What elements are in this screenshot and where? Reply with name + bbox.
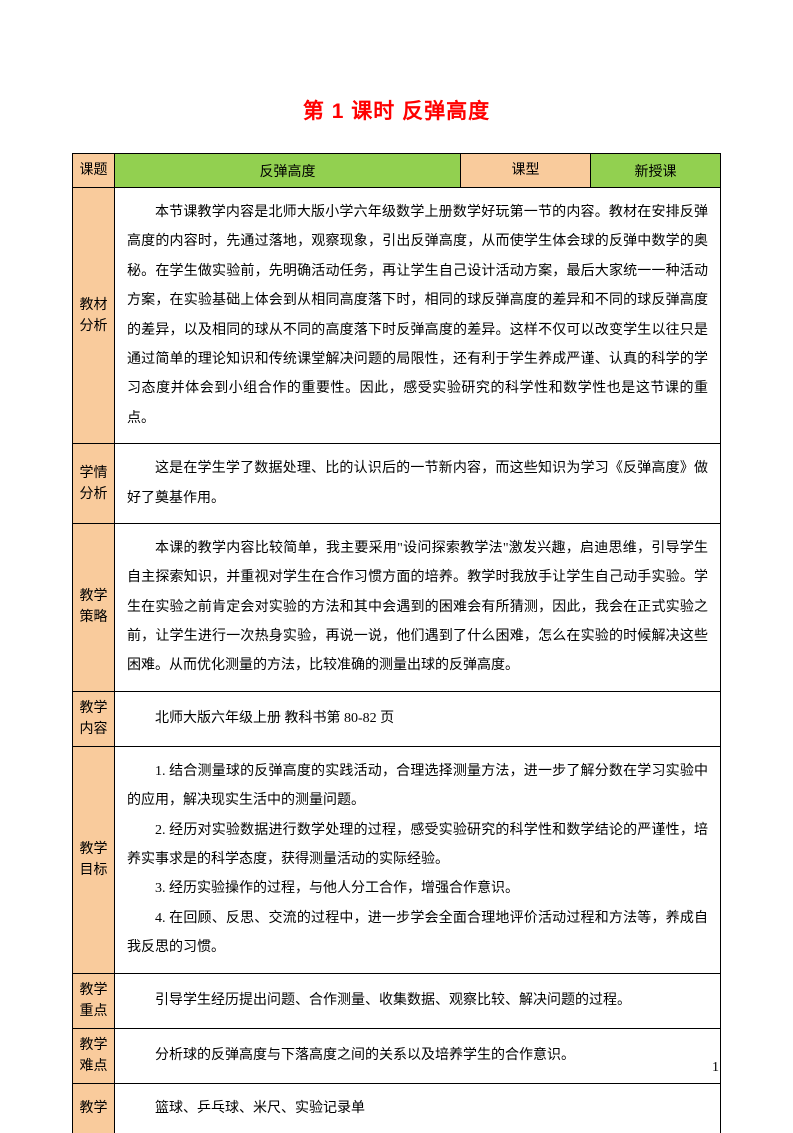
content-text: 分析球的反弹高度与下落高度之间的关系以及培养学生的合作意识。 bbox=[127, 1041, 708, 1070]
list-item: 4. 在回顾、反思、交流的过程中，进一步学会全面合理地评价活动过程和方法等，养成… bbox=[127, 904, 708, 963]
row-content: 引导学生经历提出问题、合作测量、收集数据、观察比较、解决问题的过程。 bbox=[115, 973, 721, 1028]
row-content: 本节课教学内容是北师大版小学六年级数学上册数学好玩第一节的内容。教材在安排反弹高… bbox=[115, 188, 721, 444]
header-topic-label: 课题 bbox=[73, 154, 115, 188]
table-row: 教学策略 本课的教学内容比较简单，我主要采用"设问探索教学法"激发兴趣，启迪思维… bbox=[73, 523, 721, 691]
header-row: 课题 反弹高度 课型 新授课 bbox=[73, 154, 721, 188]
list-item: 2. 经历对实验数据进行数学处理的过程，感受实验研究的科学性和数学结论的严谨性，… bbox=[127, 816, 708, 875]
row-label: 学情分析 bbox=[73, 444, 115, 524]
table-row: 教学目标 1. 结合测量球的反弹高度的实践活动，合理选择测量方法，进一步了解分数… bbox=[73, 746, 721, 973]
table-row: 教学内容 北师大版六年级上册 教科书第 80-82 页 bbox=[73, 691, 721, 746]
lesson-plan-table: 课题 反弹高度 课型 新授课 教材分析 本节课教学内容是北师大版小学六年级数学上… bbox=[72, 153, 721, 1133]
table-row: 教学难点 分析球的反弹高度与下落高度之间的关系以及培养学生的合作意识。 bbox=[73, 1028, 721, 1083]
row-content: 篮球、乒乓球、米尺、实验记录单 bbox=[115, 1083, 721, 1133]
header-type-value: 新授课 bbox=[591, 154, 721, 188]
table-row: 教材分析 本节课教学内容是北师大版小学六年级数学上册数学好玩第一节的内容。教材在… bbox=[73, 188, 721, 444]
lesson-title: 第 1 课时 反弹高度 bbox=[72, 95, 721, 125]
row-content: 1. 结合测量球的反弹高度的实践活动，合理选择测量方法，进一步了解分数在学习实验… bbox=[115, 746, 721, 973]
content-text: 篮球、乒乓球、米尺、实验记录单 bbox=[127, 1094, 708, 1123]
row-label: 教学目标 bbox=[73, 746, 115, 973]
row-content: 分析球的反弹高度与下落高度之间的关系以及培养学生的合作意识。 bbox=[115, 1028, 721, 1083]
page-number: 1 bbox=[712, 1060, 719, 1076]
row-label: 教材分析 bbox=[73, 188, 115, 444]
content-text: 本节课教学内容是北师大版小学六年级数学上册数学好玩第一节的内容。教材在安排反弹高… bbox=[127, 198, 708, 433]
content-text: 这是在学生学了数据处理、比的认识后的一节新内容，而这些知识为学习《反弹高度》做好… bbox=[127, 454, 708, 513]
list-item: 1. 结合测量球的反弹高度的实践活动，合理选择测量方法，进一步了解分数在学习实验… bbox=[127, 757, 708, 816]
row-label: 教学 bbox=[73, 1083, 115, 1133]
row-content: 北师大版六年级上册 教科书第 80-82 页 bbox=[115, 691, 721, 746]
row-label: 教学内容 bbox=[73, 691, 115, 746]
table-row: 学情分析 这是在学生学了数据处理、比的认识后的一节新内容，而这些知识为学习《反弹… bbox=[73, 444, 721, 524]
table-row: 教学 篮球、乒乓球、米尺、实验记录单 bbox=[73, 1083, 721, 1133]
header-topic-value: 反弹高度 bbox=[115, 154, 461, 188]
content-text: 北师大版六年级上册 教科书第 80-82 页 bbox=[127, 704, 708, 733]
row-content: 这是在学生学了数据处理、比的认识后的一节新内容，而这些知识为学习《反弹高度》做好… bbox=[115, 444, 721, 524]
header-type-label: 课型 bbox=[461, 154, 591, 188]
row-content: 本课的教学内容比较简单，我主要采用"设问探索教学法"激发兴趣，启迪思维，引导学生… bbox=[115, 523, 721, 691]
content-text: 本课的教学内容比较简单，我主要采用"设问探索教学法"激发兴趣，启迪思维，引导学生… bbox=[127, 534, 708, 681]
row-label: 教学重点 bbox=[73, 973, 115, 1028]
list-item: 3. 经历实验操作的过程，与他人分工合作，增强合作意识。 bbox=[127, 874, 708, 903]
content-text: 引导学生经历提出问题、合作测量、收集数据、观察比较、解决问题的过程。 bbox=[127, 986, 708, 1015]
table-row: 教学重点 引导学生经历提出问题、合作测量、收集数据、观察比较、解决问题的过程。 bbox=[73, 973, 721, 1028]
row-label: 教学难点 bbox=[73, 1028, 115, 1083]
row-label: 教学策略 bbox=[73, 523, 115, 691]
